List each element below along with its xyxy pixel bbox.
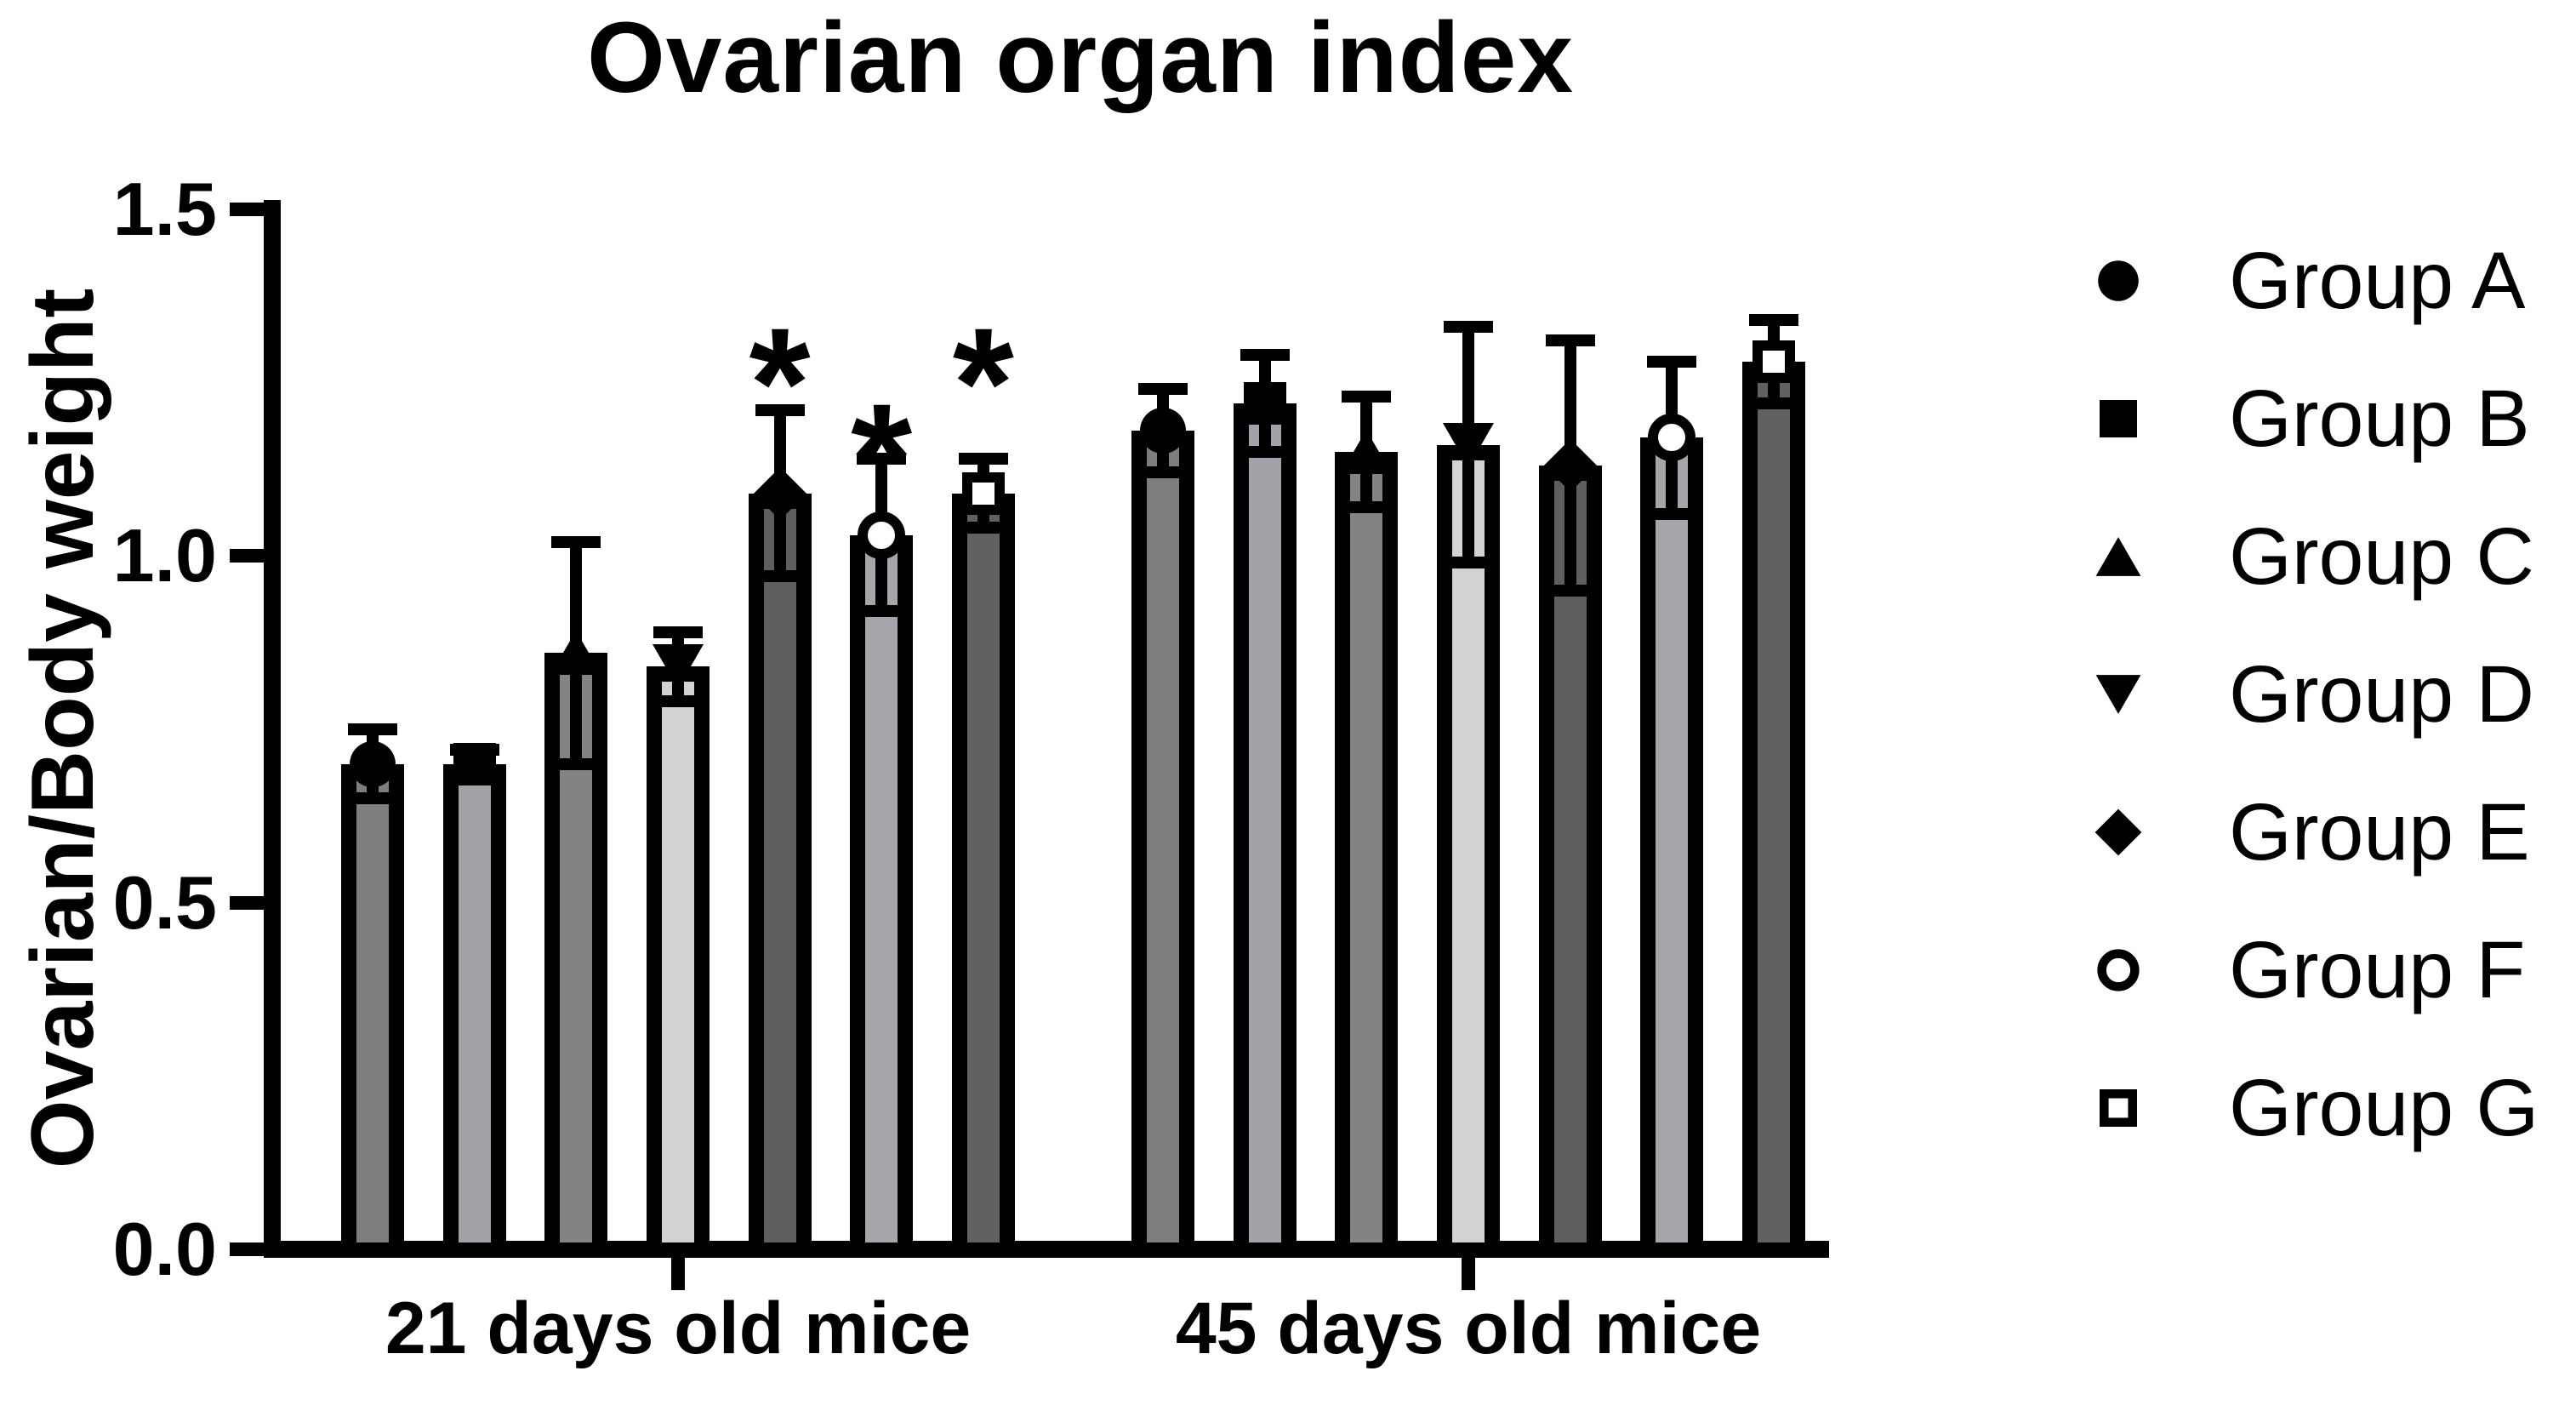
circle-icon [1648,414,1696,462]
circle-icon [350,740,396,787]
legend-marker-box [2066,260,2170,301]
legend-item-group-f: Group F [2059,901,2539,1039]
error-bar-bottom-cap [1545,584,1595,597]
bar-group-e [748,493,812,1258]
legend-item-label: Group A [2229,235,2526,326]
bar-group-e [1538,466,1602,1258]
bar-group-a [341,763,405,1258]
bar-group-f [850,534,914,1258]
error-bar-top-cap [551,535,601,548]
legend-marker-box [2066,1089,2170,1127]
legend-item-group-g: Group G [2059,1039,2539,1177]
y-tick-label: 0.5 [112,860,217,945]
error-bar-bottom-cap [1342,500,1392,513]
circle-icon [1140,408,1187,454]
error-bar-top-cap [1342,390,1392,403]
circle-icon [2097,949,2140,991]
diamond-icon [2094,808,2142,856]
legend-item-label: Group F [2229,924,2526,1015]
legend-item-label: Group C [2229,511,2535,602]
legend-marker-box [2066,675,2170,714]
error-bar-top-cap [1240,348,1290,361]
chart-title: Ovarian organ index [587,2,1574,114]
square-icon [2100,400,2137,437]
error-bar-top-cap [1138,383,1188,396]
error-bar-bottom-cap [1444,557,1493,569]
error-bar-bottom-cap [551,757,601,770]
y-tick [230,202,264,216]
circle-icon [2098,260,2139,301]
triangle-down-icon [653,644,704,689]
square-icon [2100,1089,2137,1127]
error-bar-bottom-cap [1240,445,1290,458]
legend-item-group-a: Group A [2059,212,2539,350]
triangle-up-icon [2095,537,2141,576]
legend-marker-box [2066,949,2170,991]
triangle-up-icon [1341,429,1393,474]
bar-group-b [442,763,506,1258]
x-category-tick [1462,1258,1475,1290]
legend-item-group-c: Group C [2059,488,2539,626]
legend-marker-box [2066,400,2170,437]
error-bar-top-cap [1647,355,1697,368]
error-bar-top-cap [1444,321,1493,334]
error-bar-bottom-cap [1138,466,1188,479]
y-tick [230,1242,264,1256]
error-bar-top-cap [755,403,805,416]
square-icon [961,471,1005,515]
bar-group-a [1131,431,1195,1258]
y-tick [230,549,264,563]
x-category-label: 45 days old mice [1175,1288,1762,1369]
error-bar-top-cap [958,452,1008,465]
significance-asterisk: * [952,295,1014,471]
triangle-down-icon [1443,422,1494,467]
x-category-label: 21 days old mice [385,1288,972,1369]
y-tick-label: 1.0 [112,513,217,597]
error-bar-top-cap [1748,313,1798,326]
error-bar-bottom-cap [348,792,398,805]
triangle-down-icon [2095,675,2141,714]
error-bar-bottom-cap [958,522,1008,534]
error-bar-bottom-cap [653,695,703,708]
legend-marker-box [2066,537,2170,576]
square-icon [1243,381,1286,425]
y-tick-label: 1.5 [112,166,217,251]
error-bar-bottom-cap [857,605,907,618]
significance-asterisk: * [749,295,811,471]
legend-item-label: Group B [2229,373,2530,464]
x-category-tick [671,1258,685,1290]
square-icon [453,742,496,785]
square-icon [1752,340,1795,383]
legend-item-label: Group E [2229,786,2530,877]
legend-item-label: Group D [2229,648,2535,740]
legend-item-group-d: Group D [2059,626,2539,763]
y-axis [264,200,281,1258]
error-bar-top-cap [857,452,907,465]
significance-asterisk: * [851,372,913,548]
legend-marker-box [2066,808,2170,856]
bar-group-f [1640,437,1704,1258]
legend: Group A Group B Group C Group D Group E Group… [2059,212,2539,1177]
triangle-up-icon [550,631,602,676]
y-tick [230,895,264,910]
error-bar-bottom-cap [755,570,805,583]
bar-group-g [1741,361,1805,1258]
bar-group-c [1335,451,1399,1258]
legend-item-group-e: Group E [2059,763,2539,901]
bar-group-g [951,493,1015,1258]
error-bar-bottom-cap [1748,397,1798,409]
legend-item-group-b: Group B [2059,350,2539,488]
error-bar-top-cap [1545,334,1595,347]
error-bar-top-cap [348,723,398,735]
error-bar-bottom-cap [1647,508,1697,521]
error-bar-top-cap [653,626,703,638]
bar-group-b [1233,403,1297,1258]
legend-item-label: Group G [2229,1062,2539,1153]
y-tick-label: 0.0 [112,1207,217,1291]
bar-group-d [647,666,710,1258]
